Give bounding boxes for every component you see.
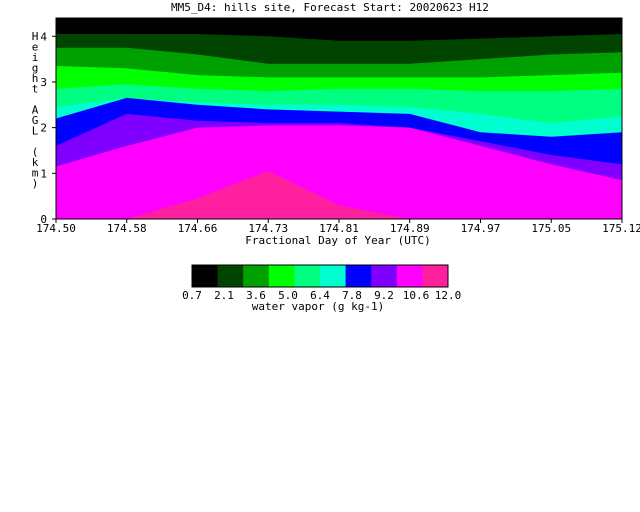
contour-band-level-9 — [56, 171, 622, 219]
y-axis-label-char: t — [32, 83, 39, 96]
chart-title: MM5_D4: hills site, Forecast Start: 2002… — [171, 1, 489, 14]
y-axis-label-char: h — [32, 72, 39, 85]
x-tick-label: 174.89 — [390, 222, 430, 235]
colorbar-tick-label: 12.0 — [435, 289, 462, 302]
x-tick-label: 174.81 — [319, 222, 359, 235]
x-tick-label: 175.12 — [602, 222, 640, 235]
x-axis-label: Fractional Day of Year (UTC) — [245, 234, 430, 247]
colorbar-swatch — [217, 265, 244, 287]
colorbar-swatch — [371, 265, 398, 287]
y-tick-label: 0 — [40, 213, 47, 226]
y-tick-label: 2 — [40, 122, 47, 135]
x-tick-label: 175.05 — [531, 222, 571, 235]
colorbar-tick-label: 3.6 — [246, 289, 266, 302]
x-tick-label: 174.66 — [178, 222, 218, 235]
y-axis-label-char: e — [32, 41, 39, 54]
colorbar-swatch — [396, 265, 423, 287]
colorbar-swatch — [294, 265, 321, 287]
colorbar-tick-label: 7.8 — [342, 289, 362, 302]
colorbar-tick-label: 0.7 — [182, 289, 202, 302]
y-axis-label-char: H — [32, 30, 39, 43]
colorbar-swatch — [422, 265, 449, 287]
plot-area — [56, 18, 622, 220]
colorbar-swatch — [345, 265, 372, 287]
colorbar-swatch — [268, 265, 295, 287]
colorbar-frame — [191, 264, 449, 288]
y-axis-label-char: ) — [32, 177, 39, 190]
colorbar-swatch — [243, 265, 270, 287]
y-axis-label-char: G — [32, 114, 39, 127]
y-tick-label: 1 — [40, 167, 47, 180]
x-tick-label: 174.58 — [107, 222, 147, 235]
colorbar-tick-label: 6.4 — [310, 289, 330, 302]
x-axis: 174.50 174.58 174.66 174.73 174.81 174.89 174.… — [36, 219, 640, 235]
colorbar-tick-label: 5.0 — [278, 289, 298, 302]
colorbar-swatch — [320, 265, 347, 287]
contour-band-level-8 — [56, 125, 622, 219]
y-axis-label-char: g — [32, 62, 39, 75]
y-axis-label-char: k — [32, 156, 39, 169]
colorbar — [191, 264, 449, 288]
colorbar-tick-label: 9.2 — [374, 289, 394, 302]
y-axis-label-char: i — [32, 51, 39, 64]
colorbar-tick-label: 10.6 — [403, 289, 430, 302]
y-axis-label-char: m — [32, 167, 39, 180]
x-tick-label: 174.73 — [248, 222, 288, 235]
x-tick-label: 174.50 — [36, 222, 76, 235]
y-tick-label: 4 — [40, 30, 47, 43]
colorbar-tick-label: 2.1 — [214, 289, 234, 302]
colorbar-label: water vapor (g kg-1) — [252, 300, 384, 313]
x-tick-label: 174.97 — [461, 222, 501, 235]
y-axis-label-char: ( — [32, 146, 39, 159]
y-axis-label-char: L — [32, 125, 39, 138]
colorbar-swatch — [192, 265, 219, 287]
y-axis-label-char: A — [32, 104, 39, 117]
colorbar-ticks: 0.7 2.1 3.6 5.0 6.4 7.8 9.2 10.6 12.0 — [182, 289, 461, 302]
y-axis: 0 1 2 3 4 — [40, 30, 56, 226]
y-tick-label: 3 — [40, 76, 47, 89]
